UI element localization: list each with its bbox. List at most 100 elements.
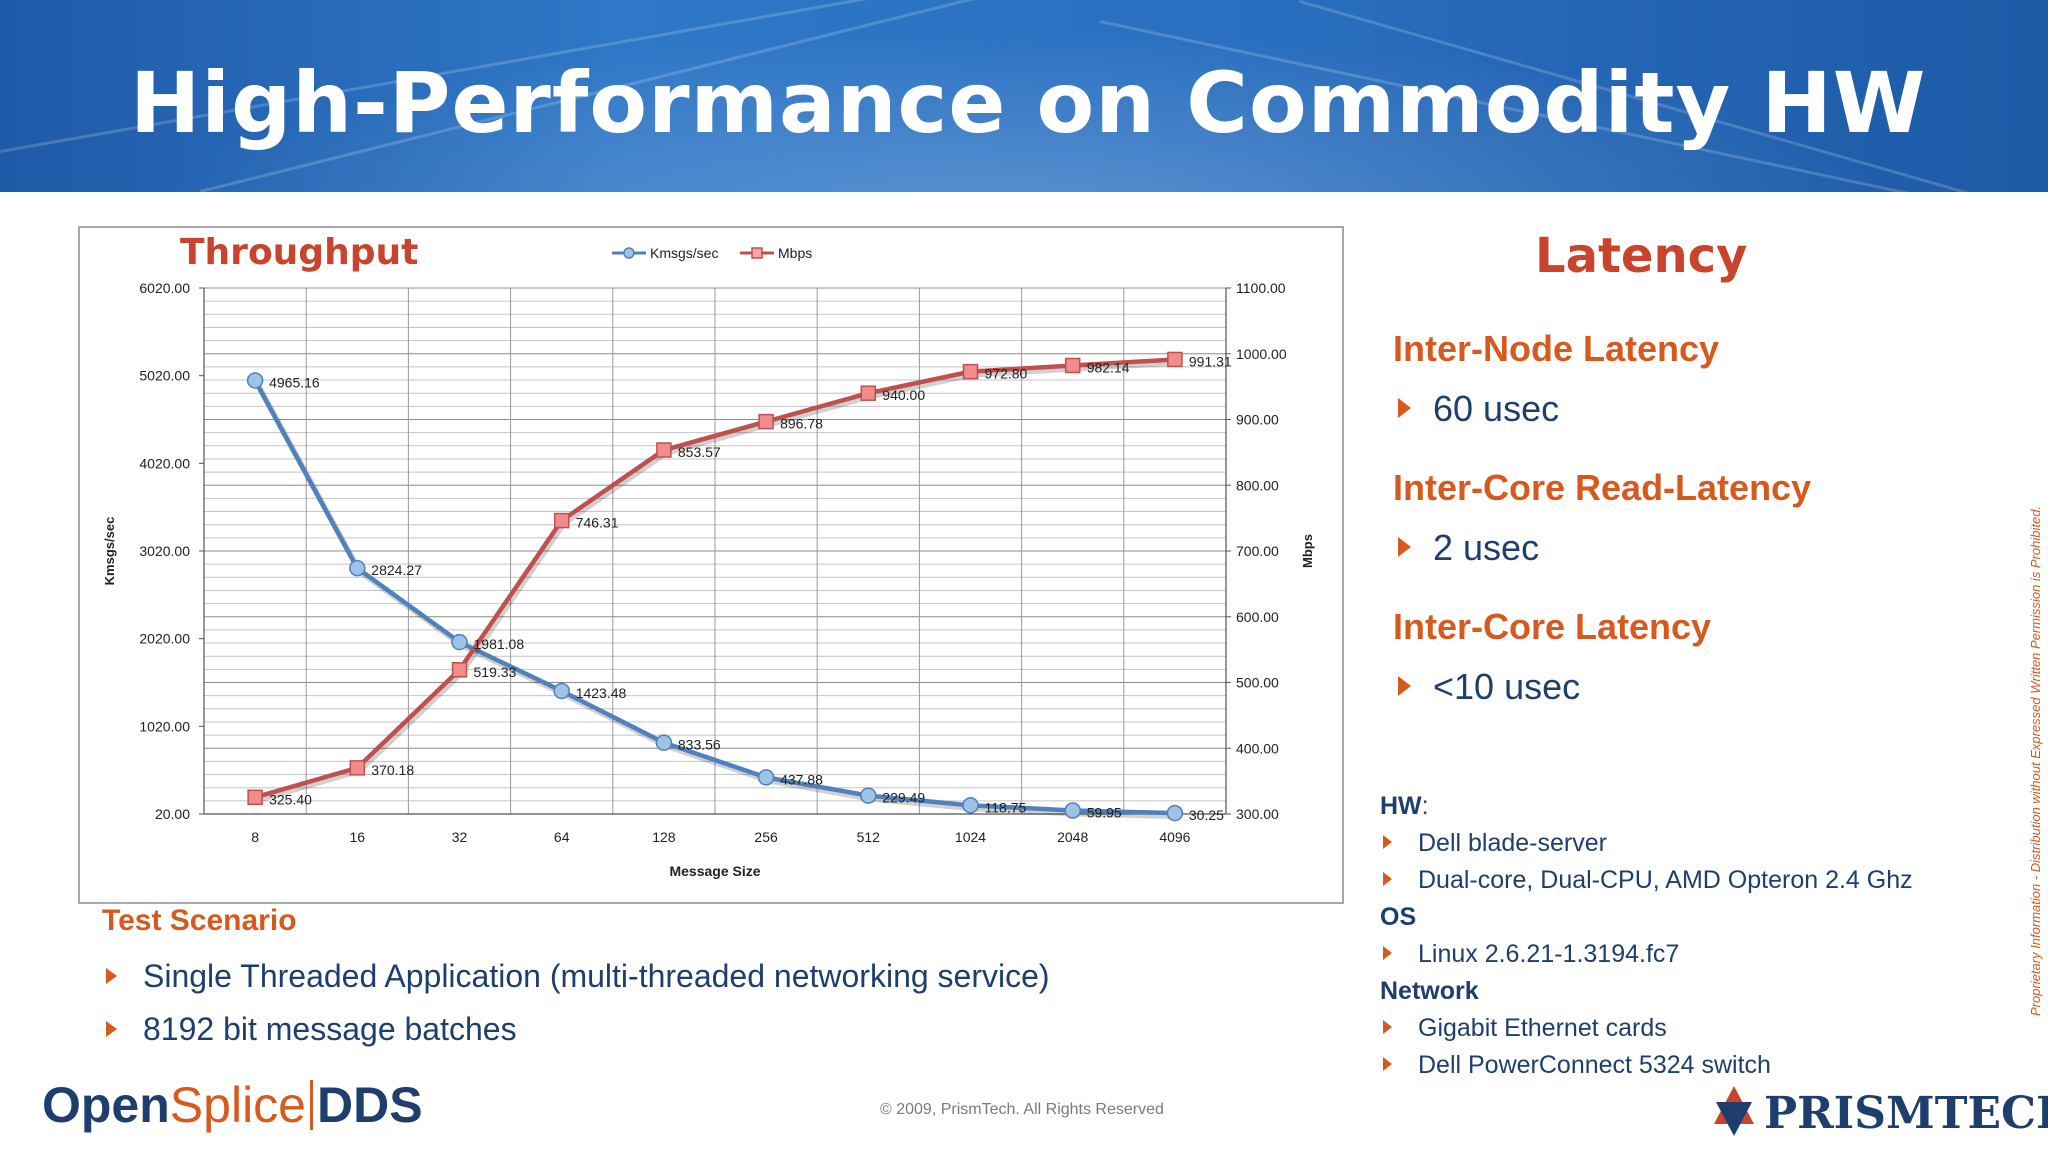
throughput-chart-svg: 6020.00 5020.00 4020.00 3020.00 2020.00 1020.… (102, 232, 1315, 879)
hw-item: Dual-core, Dual-CPU, AMD Opteron 2.4 Ghz (1383, 866, 1913, 895)
mbps-data-point (962, 363, 979, 380)
mbps-data-point (349, 760, 366, 776)
network-heading: Network (1380, 977, 1479, 1005)
mbps-data-point (656, 442, 672, 458)
x-axis-tick-label: 64 (554, 829, 570, 845)
y-axis-title-left: Kmsgs/sec (102, 517, 117, 586)
bullet-arrow-icon (106, 1020, 117, 1037)
legend-marker (623, 247, 635, 259)
kmsgs-data-point (1166, 804, 1184, 822)
kmsgs-data-label: 833.56 (678, 737, 721, 753)
x-axis-tick-label: 32 (452, 829, 468, 845)
test-scenario-item-text: 8192 bit message batches (143, 1011, 517, 1047)
mbps-data-label: 325.40 (269, 791, 312, 807)
kmsgs-data-point (349, 559, 366, 577)
right-axis-tick-label: 400.00 (1236, 740, 1279, 756)
right-axis-tick-label: 700.00 (1236, 543, 1279, 559)
banner-glow (0, 0, 2048, 192)
x-axis-tick-label: 128 (652, 829, 676, 845)
hw-colon: : (1421, 792, 1429, 820)
x-axis-tick-label: 2048 (1057, 829, 1088, 845)
mbps-data-label: 853.57 (678, 444, 721, 460)
kmsgs-data-point (553, 682, 570, 700)
kmsgs-data-label: 1423.48 (576, 685, 627, 701)
mbps-data-label: 991.31 (1189, 353, 1232, 369)
os-heading: OS (1380, 903, 1417, 931)
os-item-text: Linux 2.6.21-1.3194.fc7 (1418, 940, 1680, 968)
mbps-data-label: 896.78 (780, 416, 823, 432)
prismtech-wordmark: PRISMTECH (1764, 1088, 2048, 1139)
kmsgs-data-point (655, 734, 673, 751)
prismtech-mark-icon (1714, 1086, 1754, 1136)
title-banner: High-Performance on Commodity HW (0, 0, 2048, 192)
bullet-arrow-icon (1398, 537, 1411, 558)
network-item-text: Dell PowerConnect 5324 switch (1418, 1051, 1771, 1079)
right-axis-tick-label: 1000.00 (1236, 346, 1287, 362)
kmsgs-data-label: 1981.08 (474, 636, 525, 652)
logo-open-text: Open (42, 1077, 170, 1133)
kmsgs-data-point (1064, 802, 1081, 819)
inter-core-latency-value-text: <10 usec (1433, 666, 1581, 707)
test-scenario-heading: Test Scenario (102, 904, 297, 937)
x-axis-tick-label: 16 (350, 829, 366, 845)
right-axis-tick-label: 800.00 (1236, 477, 1279, 493)
kmsgs-data-label: 118.75 (985, 799, 1027, 815)
mbps-series-line (254, 357, 1176, 800)
bullet-arrow-icon (1383, 835, 1392, 850)
kmsgs-data-label: 2824.27 (371, 562, 422, 578)
mbps-data-label: 370.18 (371, 762, 414, 778)
left-axis-tick-label: 6020.00 (139, 280, 190, 296)
hw-label: HW (1380, 792, 1422, 820)
mbps-data-point (860, 385, 877, 401)
mbps-data-point (553, 512, 570, 529)
inter-core-latency-value: <10 usec (1398, 666, 1580, 708)
right-axis-tick-label: 1100.00 (1236, 280, 1286, 296)
left-axis-tick-label: 1020.00 (139, 718, 190, 734)
right-axis-tick-label: 900.00 (1236, 412, 1279, 428)
hw-item: Dell blade-server (1383, 829, 1607, 858)
hw-heading: HW: (1380, 792, 1429, 821)
bullet-arrow-icon (1383, 1057, 1392, 1072)
left-axis-tick-label: 5020.00 (139, 368, 190, 384)
mbps-data-point (1167, 351, 1183, 368)
test-scenario-item: Single Threaded Application (multi-threa… (106, 958, 1050, 995)
bullet-arrow-icon (1398, 398, 1411, 419)
network-item-text: Gigabit Ethernet cards (1418, 1014, 1667, 1042)
kmsgs-data-point (860, 787, 877, 804)
y-axis-title-right: Mbps (1300, 534, 1315, 568)
logo-divider (309, 1080, 313, 1130)
kmsgs-data-point (451, 633, 468, 651)
chart-title: Throughput (180, 232, 418, 273)
proprietary-notice: Proprietary Information - Distribution w… (2028, 505, 2043, 1016)
bullet-arrow-icon (106, 967, 117, 984)
inter-node-latency-value-text: 60 usec (1433, 388, 1560, 429)
mbps-data-point (1064, 357, 1081, 374)
test-scenario-item-text: Single Threaded Application (multi-threa… (143, 958, 1050, 994)
mbps-data-label: 519.33 (474, 664, 517, 680)
x-axis-title: Message Size (669, 863, 760, 879)
mbps-data-point (758, 413, 774, 430)
kmsgs-data-label: 437.88 (780, 771, 823, 787)
mbps-data-label: 746.31 (576, 515, 619, 531)
left-axis-tick-label: 20.00 (155, 806, 190, 822)
right-axis-tick-label: 600.00 (1236, 609, 1279, 625)
mbps-data-label: 972.80 (985, 366, 1028, 382)
kmsgs-data-label: 4965.16 (269, 374, 320, 390)
network-item: Gigabit Ethernet cards (1383, 1014, 1667, 1043)
mbps-data-label: 940.00 (882, 387, 925, 403)
inter-node-latency-value: 60 usec (1398, 388, 1559, 430)
bullet-arrow-icon (1383, 1020, 1392, 1035)
os-item: Linux 2.6.21-1.3194.fc7 (1383, 940, 1679, 969)
test-scenario-item: 8192 bit message batches (106, 1011, 517, 1048)
inter-core-read-latency-value: 2 usec (1398, 527, 1539, 569)
bullet-arrow-icon (1383, 946, 1392, 961)
mbps-data-point (451, 662, 468, 678)
kmsgs-data-label: 59.95 (1087, 804, 1122, 820)
slide-title: High-Performance on Commodity HW (130, 54, 1927, 152)
kmsgs-series-line (253, 379, 1175, 816)
logo-dds-text: DDS (316, 1077, 423, 1133)
kmsgs-data-point (962, 797, 979, 814)
hw-item-text: Dell blade-server (1418, 829, 1607, 857)
right-axis-tick-label: 500.00 (1236, 675, 1279, 691)
mbps-data-label: 982.14 (1087, 359, 1130, 375)
